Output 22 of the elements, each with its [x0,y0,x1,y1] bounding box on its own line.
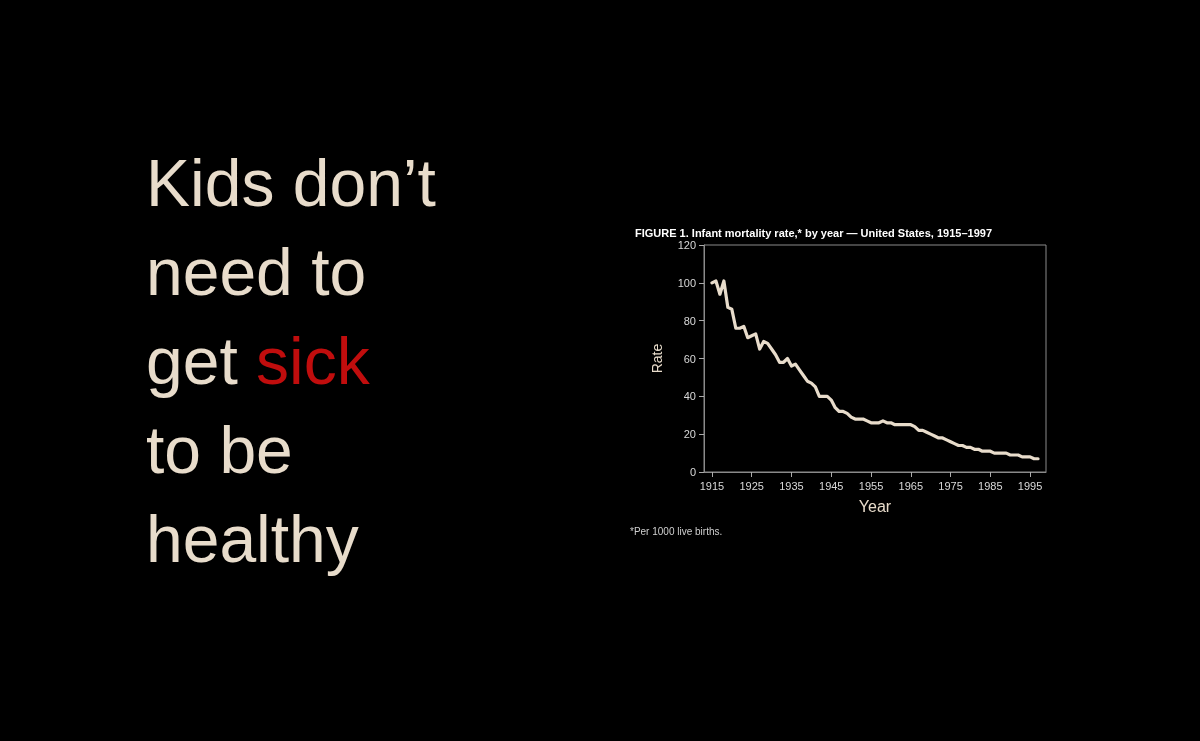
x-tick-label: 1955 [858,479,884,492]
x-tick-label: 1965 [898,479,924,492]
line-series [710,279,1040,461]
y-tick-label: 80 [683,314,696,327]
y-tick-label: 120 [677,239,696,251]
x-tick-label: 1925 [739,479,764,492]
x-tick-label: 1915 [699,479,725,492]
x-tick-label: 1935 [779,479,804,492]
x-tick-label: 1985 [978,479,1003,492]
y-tick-label: 40 [683,390,696,403]
x-axis-title: Year [858,497,892,515]
y-tick-label: 100 [677,276,696,289]
y-tick-label: 60 [683,352,696,365]
y-axis-title: Rate [649,343,665,374]
y-tick-label: 20 [683,428,696,441]
x-tick-label: 1995 [1017,479,1043,492]
text: *Per 1000 live births. [630,525,723,537]
chart-title: FIGURE 1. Infant mortality rate,* by year — United States, 1915–1997 [635,226,993,239]
text: Kids don’t need to get sick to be healthy [146,146,436,576]
y-tick-label: 0 [689,466,696,478]
x-tick-label: 1945 [819,479,844,492]
x-tick-label: 1975 [938,479,963,492]
